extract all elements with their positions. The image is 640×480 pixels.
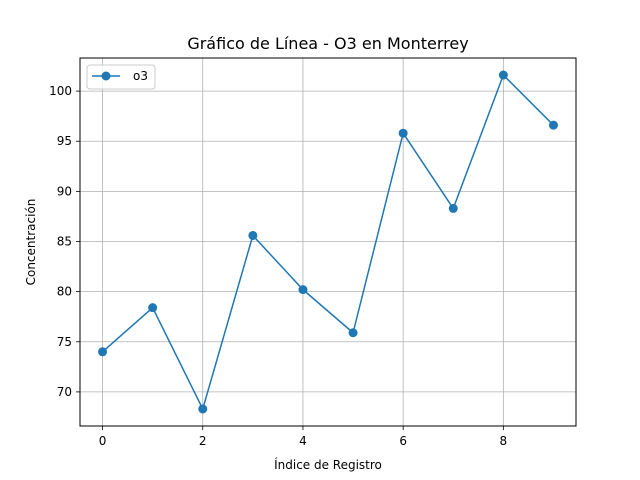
y-tick-label: 80 [57, 285, 72, 299]
legend-box [86, 64, 156, 90]
y-axis-ticks: 70 75 80 85 90 95 100 [49, 84, 80, 399]
x-axis-label: Índice de Registro [274, 457, 382, 472]
y-axis-label: Concentración [24, 199, 38, 286]
y-tick-label: 70 [57, 385, 72, 399]
data-point [198, 404, 208, 414]
x-tick-label: 2 [199, 434, 207, 448]
data-point [448, 203, 458, 213]
series-layer [98, 70, 558, 414]
data-point [298, 285, 308, 295]
data-point [98, 347, 108, 357]
grid-lines [80, 58, 576, 426]
y-tick-label: 100 [49, 84, 72, 98]
y-tick-label: 75 [57, 335, 72, 349]
data-point [348, 328, 358, 338]
legend-series-label: o3 [133, 69, 148, 83]
y-tick-label: 90 [57, 184, 72, 198]
x-tick-label: 8 [500, 434, 508, 448]
data-point [548, 120, 558, 130]
x-tick-label: 6 [399, 434, 407, 448]
y-tick-label: 85 [57, 234, 72, 248]
x-tick-label: 0 [99, 434, 107, 448]
data-point [248, 230, 258, 240]
chart-title: Gráfico de Línea - O3 en Monterrey [187, 34, 468, 53]
data-point [148, 303, 158, 313]
x-tick-label: 4 [299, 434, 307, 448]
plot-frame [79, 57, 577, 427]
legend-series-marker [101, 71, 111, 81]
legend: o3 [86, 64, 156, 90]
y-tick-label: 95 [57, 134, 72, 148]
series-line-o3 [102, 74, 554, 410]
data-point [498, 70, 508, 80]
x-axis-ticks: 0 2 4 6 8 [99, 426, 507, 448]
data-point [398, 128, 408, 138]
